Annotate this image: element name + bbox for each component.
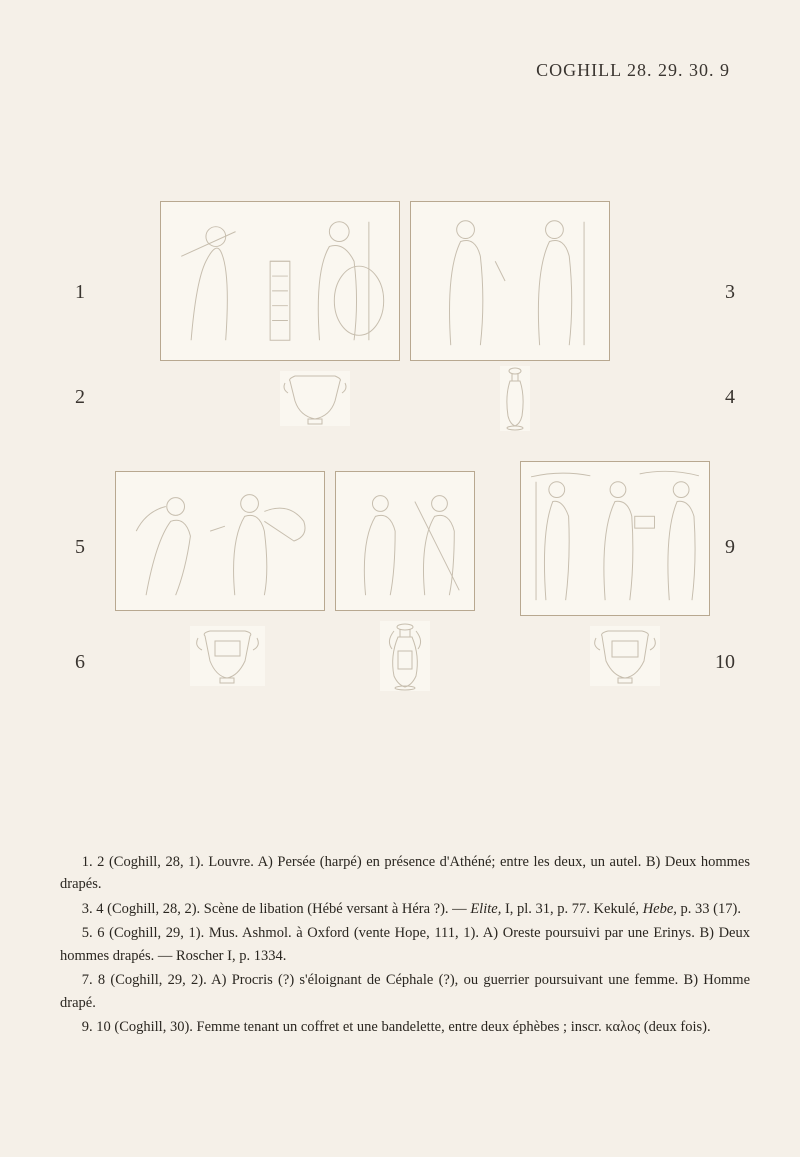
caption-p1: 1. 2 (Coghill, 28, 1). Louvre. A) Persée… <box>60 851 750 896</box>
caption-p4: 7. 8 (Coghill, 29, 2). A) Procris (?) s'… <box>60 969 750 1014</box>
figure-label-5: 5 <box>75 536 85 559</box>
illustration-10-vessel <box>590 626 660 686</box>
figures-area: 1 2 3 4 5 6 9 10 <box>60 171 750 711</box>
caption-p3: 5. 6 (Coghill, 29, 1). Mus. Ashmol. à Ox… <box>60 922 750 967</box>
figure-label-9: 9 <box>725 536 735 559</box>
caption-p2-c: I, pl. 31, p. 77. Kekulé, <box>501 901 642 917</box>
illustration-2-vessel <box>280 371 350 426</box>
illustration-4-vessel <box>500 366 530 431</box>
figure-label-4: 4 <box>725 386 735 409</box>
illustration-8-vessel <box>380 621 430 691</box>
illustration-6-vessel <box>190 626 265 686</box>
figure-label-10: 10 <box>715 651 735 674</box>
figure-label-3: 3 <box>725 281 735 304</box>
illustration-5 <box>115 471 325 611</box>
caption-p2-b: Elite, <box>470 901 501 917</box>
caption-text: 1. 2 (Coghill, 28, 1). Louvre. A) Persée… <box>60 851 750 1039</box>
caption-p2-a: 3. 4 (Coghill, 28, 2). Scène de libation… <box>82 901 471 917</box>
illustration-9 <box>520 461 710 616</box>
caption-p2-e: p. 33 (17). <box>677 901 741 917</box>
figure-label-6: 6 <box>75 651 85 674</box>
caption-p5: 9. 10 (Coghill, 30). Femme tenant un cof… <box>60 1016 750 1038</box>
illustration-3 <box>410 201 610 361</box>
page-header: COGHILL 28. 29. 30. 9 <box>60 60 750 81</box>
figure-label-2: 2 <box>75 386 85 409</box>
caption-p2: 3. 4 (Coghill, 28, 2). Scène de libation… <box>60 898 750 920</box>
illustration-7 <box>335 471 475 611</box>
illustration-1 <box>160 201 400 361</box>
caption-p2-d: Hebe, <box>643 901 677 917</box>
figure-label-1: 1 <box>75 281 85 304</box>
